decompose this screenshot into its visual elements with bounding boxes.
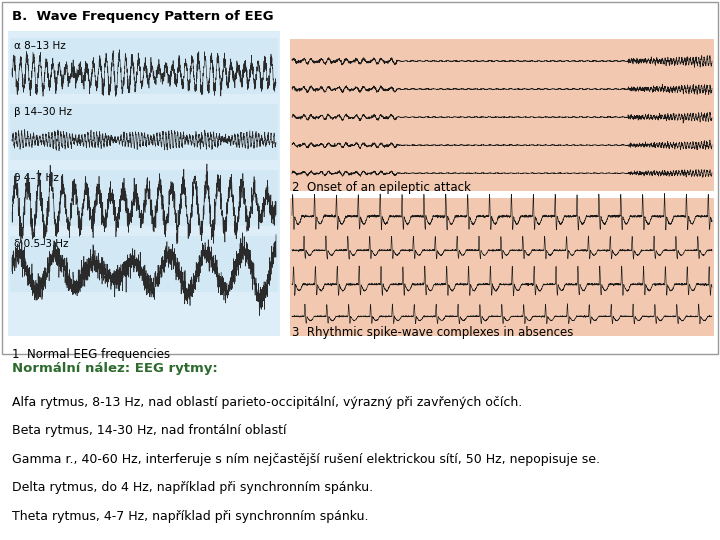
Text: Gamma r., 40-60 Hz, interferuje s ním nejčastější rušení elektrickou sítí, 50 Hz: Gamma r., 40-60 Hz, interferuje s ním ne… xyxy=(12,453,600,465)
Text: Delta rytmus, do 4 Hz, například při synchronním spánku.: Delta rytmus, do 4 Hz, například při syn… xyxy=(12,481,373,494)
Text: Alfa rytmus, 8-13 Hz, nad oblastí parieto-occipitální, výrazný při zavřených očí: Alfa rytmus, 8-13 Hz, nad oblastí pariet… xyxy=(12,396,523,409)
Bar xyxy=(10,170,278,226)
Bar xyxy=(10,104,278,160)
Bar xyxy=(290,198,714,336)
Bar xyxy=(10,38,278,94)
Text: α 8–13 Hz: α 8–13 Hz xyxy=(14,41,66,51)
Text: δ 0.5–3 Hz: δ 0.5–3 Hz xyxy=(14,239,68,249)
Text: B.  Wave Frequency Pattern of EEG: B. Wave Frequency Pattern of EEG xyxy=(12,10,274,23)
Text: 2  Onset of an epileptic attack: 2 Onset of an epileptic attack xyxy=(292,181,471,194)
Text: θ 4–7 Hz: θ 4–7 Hz xyxy=(14,173,59,183)
Bar xyxy=(290,39,714,191)
Text: 1  Normal EEG frequencies: 1 Normal EEG frequencies xyxy=(12,348,170,361)
Bar xyxy=(8,31,280,336)
Text: 3  Rhythmic spike-wave complexes in absences: 3 Rhythmic spike-wave complexes in absen… xyxy=(292,326,573,339)
Text: Theta rytmus, 4-7 Hz, například při synchronním spánku.: Theta rytmus, 4-7 Hz, například při sync… xyxy=(12,510,369,523)
Bar xyxy=(10,237,278,292)
Text: Normální nález: EEG rytmy:: Normální nález: EEG rytmy: xyxy=(12,362,218,375)
Text: β 14–30 Hz: β 14–30 Hz xyxy=(14,107,72,117)
Text: Beta rytmus, 14-30 Hz, nad frontální oblastí: Beta rytmus, 14-30 Hz, nad frontální obl… xyxy=(12,424,287,437)
